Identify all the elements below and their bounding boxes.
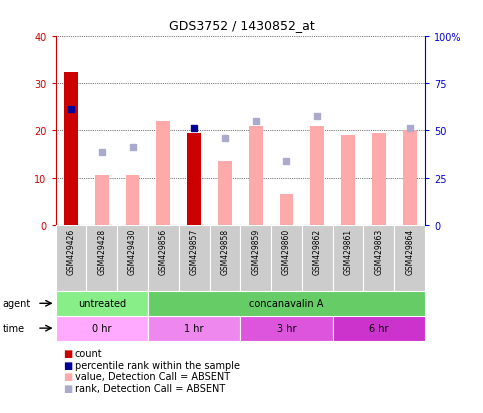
Text: GSM429864: GSM429864 [405,228,414,275]
Bar [403,131,416,225]
Text: GSM429426: GSM429426 [67,228,75,275]
Bar [271,225,302,291]
Text: time: time [2,323,25,333]
Text: GSM429862: GSM429862 [313,228,322,274]
Text: GSM429858: GSM429858 [220,228,229,274]
Text: GSM429859: GSM429859 [251,228,260,275]
Bar [249,126,263,225]
Text: concanavalin A: concanavalin A [249,299,324,309]
Text: GSM429860: GSM429860 [282,228,291,275]
Bar [126,176,140,225]
Text: GDS3752 / 1430852_at: GDS3752 / 1430852_at [169,19,314,31]
Text: 6 hr: 6 hr [369,323,389,333]
Text: ■: ■ [63,360,72,370]
Text: count: count [75,348,102,358]
Text: 3 hr: 3 hr [277,323,296,333]
Bar [148,291,425,316]
Bar [341,136,355,225]
Text: 0 hr: 0 hr [92,323,112,333]
Bar [187,133,201,225]
Text: GSM429857: GSM429857 [190,228,199,275]
Bar [333,316,425,341]
Bar [333,225,364,291]
Bar [148,225,179,291]
Bar [372,133,386,225]
Text: untreated: untreated [78,299,126,309]
Bar [302,225,333,291]
Text: GSM429861: GSM429861 [343,228,353,274]
Bar [394,225,425,291]
Bar [56,316,148,341]
Bar [179,225,210,291]
Bar [218,161,232,225]
Text: GSM429863: GSM429863 [374,228,384,275]
Bar [56,225,86,291]
Bar [86,225,117,291]
Bar [280,195,293,225]
Text: ■: ■ [63,371,72,381]
Bar [364,225,394,291]
Bar [240,316,333,341]
Bar [148,316,241,341]
Bar [210,225,240,291]
Text: ■: ■ [63,348,72,358]
Text: GSM429430: GSM429430 [128,228,137,275]
Bar [117,225,148,291]
Text: rank, Detection Call = ABSENT: rank, Detection Call = ABSENT [75,383,225,393]
Bar [56,291,148,316]
Text: ■: ■ [63,383,72,393]
Text: percentile rank within the sample: percentile rank within the sample [75,360,240,370]
Text: 1 hr: 1 hr [185,323,204,333]
Bar [156,122,170,225]
Bar [240,225,271,291]
Text: GSM429856: GSM429856 [159,228,168,275]
Text: agent: agent [2,299,30,309]
Text: value, Detection Call = ABSENT: value, Detection Call = ABSENT [75,371,230,381]
Bar [95,176,109,225]
Text: GSM429428: GSM429428 [97,228,106,274]
Bar [64,72,78,225]
Bar [311,126,324,225]
